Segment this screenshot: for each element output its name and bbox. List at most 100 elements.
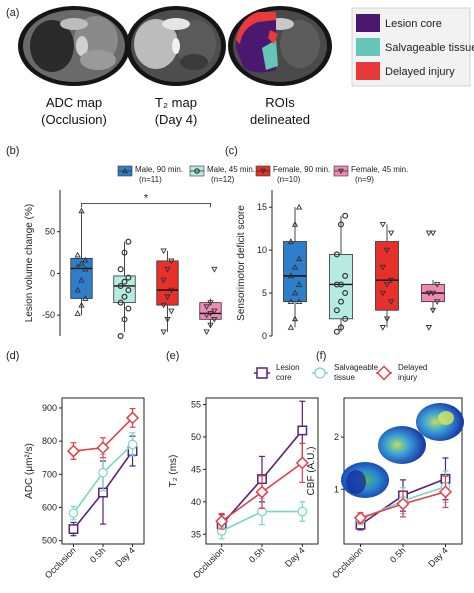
y-tick-label: 600	[42, 503, 57, 513]
x-tick-label: Day 4	[113, 545, 137, 569]
y-tick-label: 50	[45, 227, 55, 237]
y-tick-label: 0	[262, 331, 267, 341]
data-point	[160, 302, 167, 309]
line-legend-label: core	[276, 373, 292, 382]
data-point	[78, 260, 85, 266]
data-point	[78, 301, 85, 308]
group-legend-n: (n=12)	[211, 175, 235, 184]
y-tick-label: 2	[334, 432, 339, 442]
t2-caption-line2: (Day 4)	[155, 112, 198, 127]
y-tick-label: -50	[42, 310, 55, 320]
roi-legend-label: Salvageable tissue	[385, 42, 474, 54]
data-point	[379, 290, 387, 297]
data-point	[125, 411, 140, 425]
y-tick-label: 1	[334, 484, 339, 494]
data-point	[338, 324, 345, 331]
cbf-inset-map-occlusion	[341, 462, 389, 498]
data-point	[207, 300, 214, 306]
y-tick-label: 55	[191, 399, 201, 409]
t2-caption-line1: T₂ map	[155, 95, 197, 110]
data-point	[82, 265, 89, 272]
data-point	[379, 264, 387, 271]
data-point	[287, 272, 295, 279]
data-point	[211, 266, 218, 273]
group-legend: Male, 90 min.(n=11) Male, 45 min.(n=12) Fe…	[117, 165, 408, 184]
data-point	[342, 315, 349, 322]
y-tick-label: 50	[191, 432, 201, 442]
x-tick-label: Day 4	[426, 545, 450, 569]
data-point	[338, 298, 345, 305]
data-point	[203, 329, 210, 336]
panel-label-b: (b)	[6, 145, 19, 157]
adc-caption-line1: ADC map	[46, 95, 102, 110]
data-point	[287, 324, 295, 330]
panel-label-a: (a)	[6, 7, 19, 19]
data-point	[353, 511, 368, 525]
data-point	[203, 312, 210, 319]
data-point	[68, 524, 79, 535]
group-legend-n: (n=9)	[355, 175, 374, 184]
y-tick-label: 5	[262, 288, 267, 298]
y-tick-label: 10	[257, 245, 267, 255]
roi-legend-swatch	[356, 14, 380, 32]
panel-label-e: (e)	[166, 350, 179, 362]
y-axis-label: Sensorimotor deficit score	[236, 205, 247, 321]
group-legend-label: Male, 45 min.	[207, 165, 255, 174]
y-tick-label: 500	[42, 536, 57, 546]
data-point	[338, 221, 345, 228]
roi-legend: Lesion core Salvageable tissue Delayed inj…	[351, 7, 474, 87]
data-point	[68, 508, 79, 518]
data-point	[383, 282, 391, 288]
line-legend-label: Lesion	[276, 363, 300, 372]
data-point	[203, 304, 210, 311]
y-axis-label: T₂ (ms)	[168, 455, 179, 488]
data-point	[82, 256, 89, 263]
data-point	[98, 467, 108, 478]
data-point	[125, 305, 132, 312]
data-point	[295, 456, 309, 470]
x-tick-label: 0.5h	[88, 545, 107, 564]
roi-legend-swatch	[356, 38, 380, 56]
data-point	[168, 287, 175, 294]
x-tick-label: Day 4	[283, 545, 307, 569]
data-point	[117, 266, 124, 273]
data-point	[207, 311, 214, 317]
data-point	[121, 316, 128, 323]
data-point	[287, 298, 295, 305]
box	[283, 241, 307, 303]
data-point	[333, 328, 340, 335]
data-point	[295, 281, 303, 287]
data-point	[291, 289, 299, 296]
data-point	[211, 316, 218, 323]
y-tick-label: 700	[42, 469, 57, 479]
group-legend-marker	[338, 168, 344, 175]
data-point	[125, 274, 132, 281]
significance-marker: *	[144, 192, 149, 204]
panel-label-c: (c)	[225, 145, 238, 157]
y-tick-label: 35	[191, 529, 201, 539]
data-point	[117, 299, 124, 306]
data-point	[255, 485, 269, 499]
data-point	[295, 255, 303, 262]
data-point	[74, 286, 81, 293]
x-tick-label: 0.5h	[388, 545, 407, 564]
data-point	[215, 514, 229, 528]
x-tick-label: 0.5h	[247, 545, 266, 564]
line-legend-label: Salvageable	[334, 363, 379, 372]
data-point	[168, 308, 175, 315]
line-legend-label: Delayed	[398, 363, 427, 372]
y-axis-label: CBF (A.U.)	[306, 447, 317, 496]
line-legend-marker	[314, 367, 326, 379]
y-tick-label: 45	[191, 464, 201, 474]
line-legend-label: injury	[398, 373, 417, 382]
cbf-inset-map-0.5h	[378, 426, 426, 464]
group-legend-label: Male, 90 min.	[135, 165, 183, 174]
rois-caption-line2: delineated	[250, 112, 310, 127]
data-point	[338, 281, 345, 288]
data-point	[425, 230, 433, 237]
data-point	[387, 277, 395, 284]
rois-image	[228, 6, 332, 86]
data-point	[295, 203, 303, 210]
data-point	[425, 290, 433, 297]
